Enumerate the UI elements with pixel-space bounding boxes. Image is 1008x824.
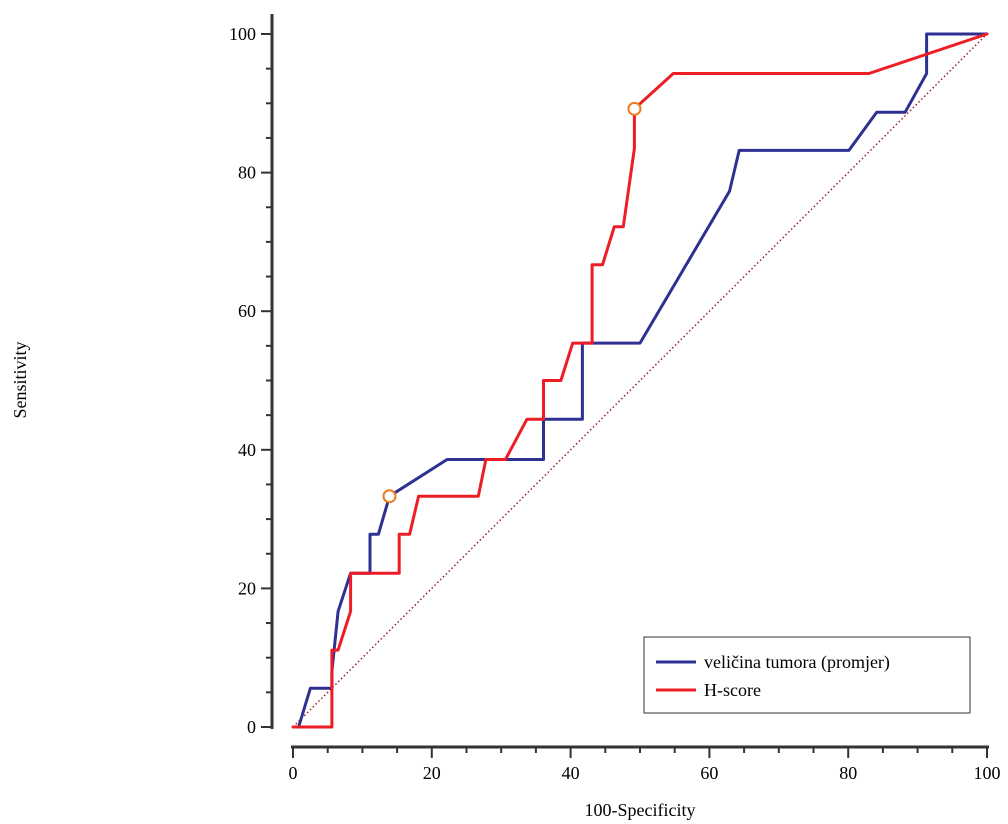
legend-box bbox=[643, 636, 971, 714]
x-tick-label: 100 bbox=[974, 763, 1001, 783]
y-tick-label: 0 bbox=[247, 717, 256, 737]
series-0-marker-0 bbox=[382, 489, 397, 504]
x-tick-label: 60 bbox=[700, 763, 718, 783]
x-tick-label: 40 bbox=[562, 763, 580, 783]
diagonal-reference-line bbox=[292, 33, 988, 728]
x-tick-label: 20 bbox=[423, 763, 441, 783]
series-line-0 bbox=[297, 32, 989, 729]
y-tick-label: 100 bbox=[229, 24, 256, 44]
x-tick-label: 80 bbox=[839, 763, 857, 783]
legend: veličina tumora (promjer) H-score bbox=[643, 636, 971, 714]
series-1-marker-0 bbox=[627, 101, 642, 116]
plot-area bbox=[291, 32, 989, 729]
y-axis-label: Sensitivity bbox=[10, 341, 30, 418]
x-tick-label: 0 bbox=[289, 763, 298, 783]
y-tick-label: 40 bbox=[238, 440, 256, 460]
y-tick-label: 60 bbox=[238, 301, 256, 321]
legend-label-1: H-score bbox=[704, 680, 761, 700]
y-tick-label: 20 bbox=[238, 578, 256, 598]
x-axis-label: 100-Specificity bbox=[585, 800, 696, 820]
y-tick-label: 80 bbox=[238, 163, 256, 183]
axes: 0 20 40 60 80 100 0 20 40 60 80 100 bbox=[229, 14, 1001, 783]
series-line-1 bbox=[291, 32, 989, 729]
legend-label-0: veličina tumora (promjer) bbox=[704, 652, 890, 673]
